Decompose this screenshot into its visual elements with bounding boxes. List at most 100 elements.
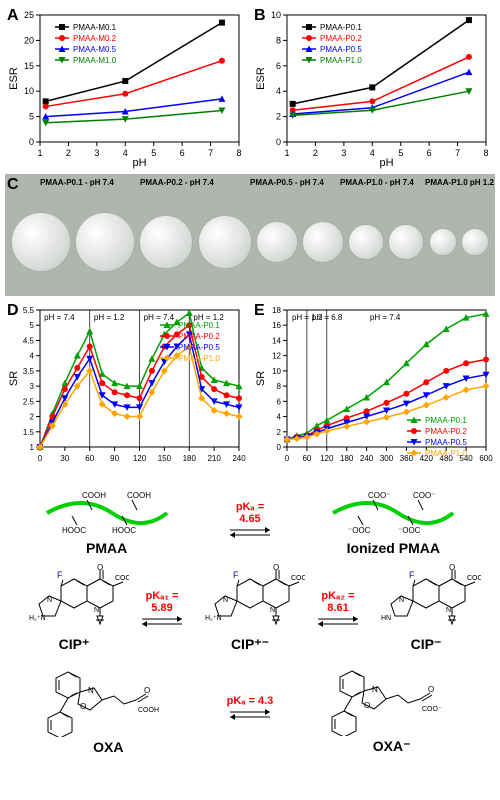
svg-text:PMAA-P0.1: PMAA-P0.1 [320, 23, 362, 32]
svg-text:PMAA-P0.1: PMAA-P0.1 [425, 416, 467, 425]
svg-text:COO⁻: COO⁻ [413, 491, 435, 500]
svg-text:O: O [80, 702, 86, 711]
svg-text:H₂⁺N: H₂⁺N [29, 615, 46, 622]
svg-text:COOH: COOH [138, 707, 159, 714]
svg-text:10: 10 [271, 10, 281, 20]
svg-text:PMAA-P0.5: PMAA-P0.5 [425, 438, 467, 447]
svg-text:COOH: COOH [82, 491, 106, 500]
svg-text:HOOC: HOOC [112, 526, 136, 535]
svg-text:F: F [409, 570, 415, 580]
svg-text:150: 150 [158, 454, 172, 463]
svg-text:2: 2 [276, 112, 281, 122]
svg-text:2: 2 [66, 148, 71, 158]
svg-text:120: 120 [133, 454, 147, 463]
panel-e-letter: E [254, 302, 265, 320]
oxa-1: N O O COOH OXA [38, 662, 178, 755]
svg-text:PMAA-P0.2: PMAA-P0.2 [320, 34, 362, 43]
hydrogel-disc [75, 212, 135, 272]
svg-text:N: N [47, 597, 52, 604]
hydrogel-disc [198, 215, 252, 269]
svg-text:COO⁻: COO⁻ [422, 706, 442, 713]
svg-text:PMAA-P0.1: PMAA-P0.1 [178, 321, 220, 330]
svg-text:SR: SR [255, 371, 267, 386]
svg-text:ESR: ESR [255, 67, 267, 90]
svg-text:PMAA-P1.0: PMAA-P1.0 [320, 56, 362, 65]
svg-text:60: 60 [85, 454, 94, 463]
svg-text:4: 4 [30, 352, 35, 361]
svg-text:pH: pH [379, 157, 393, 169]
svg-text:2: 2 [313, 148, 318, 158]
svg-text:5: 5 [398, 148, 403, 158]
svg-text:HN: HN [381, 615, 391, 622]
svg-text:COOH: COOH [115, 575, 129, 582]
svg-text:600: 600 [479, 454, 493, 463]
oxa-2: N O O COO⁻ OXA⁻ [322, 661, 462, 755]
hydrogel-disc [388, 224, 424, 260]
svg-text:14: 14 [272, 336, 281, 345]
svg-text:PMAA-M0.5: PMAA-M0.5 [73, 45, 117, 54]
svg-text:HOOC: HOOC [62, 526, 86, 535]
panel-c: C PMAA-P0.1 - pH 7.4PMAA-P0.2 - pH 7.4PM… [5, 174, 495, 296]
svg-text:6: 6 [180, 148, 185, 158]
svg-text:H₂⁺N: H₂⁺N [205, 615, 222, 622]
svg-text:5.5: 5.5 [23, 306, 35, 315]
cip-pka1: pKₐ₁ = 5.89 [137, 590, 187, 614]
chem-cip: O COOH F N H₂⁺N N CIP⁺ pKₐ₁ = 5.89 O COO… [15, 564, 485, 653]
cip-arrow1: pKₐ₁ = 5.89 [137, 590, 187, 628]
svg-text:PMAA-P1.0: PMAA-P1.0 [425, 449, 467, 458]
hydrogel-disc [348, 224, 384, 260]
cip-pka2: pKₐ₂ = 8.61 [313, 590, 363, 614]
svg-text:⁻OOC: ⁻OOC [398, 526, 421, 535]
svg-text:7: 7 [455, 148, 460, 158]
svg-text:O: O [273, 564, 279, 572]
svg-text:pH = 6.8: pH = 6.8 [312, 313, 343, 322]
svg-text:0: 0 [276, 137, 281, 147]
svg-text:16: 16 [272, 321, 281, 330]
svg-text:5: 5 [151, 148, 156, 158]
svg-text:N: N [270, 607, 275, 614]
svg-text:PMAA-P0.5: PMAA-P0.5 [320, 45, 362, 54]
svg-text:4: 4 [123, 148, 128, 158]
svg-text:COO⁻: COO⁻ [467, 575, 481, 582]
svg-text:300: 300 [380, 454, 394, 463]
hydrogel-disc [139, 215, 193, 269]
svg-text:N: N [446, 607, 451, 614]
svg-text:N: N [399, 597, 404, 604]
chem-pmaa: COOH COOH HOOC HOOC PMAA pKₐ = 4.65 COO⁻… [15, 483, 485, 556]
svg-text:90: 90 [110, 454, 119, 463]
svg-text:O: O [428, 685, 434, 694]
svg-text:1: 1 [37, 148, 42, 158]
svg-text:4.5: 4.5 [23, 336, 35, 345]
svg-text:O: O [144, 686, 150, 695]
svg-text:PMAA-P0.2: PMAA-P0.2 [178, 332, 220, 341]
svg-text:0: 0 [277, 443, 282, 452]
svg-text:180: 180 [183, 454, 197, 463]
svg-text:6: 6 [276, 61, 281, 71]
cip-3-label: CIP⁻ [371, 636, 481, 653]
svg-text:7: 7 [208, 148, 213, 158]
svg-text:8: 8 [277, 382, 282, 391]
svg-text:60: 60 [302, 454, 311, 463]
svg-text:180: 180 [340, 454, 354, 463]
svg-text:F: F [57, 570, 63, 580]
svg-text:6: 6 [277, 397, 282, 406]
row-ab: A 123456780510152025pHESRPMAA-M0.1PMAA-M… [5, 5, 495, 170]
svg-text:pH = 7.4: pH = 7.4 [44, 313, 75, 322]
svg-text:pH = 7.4: pH = 7.4 [144, 313, 175, 322]
row-de: D 030609012015018021024011.522.533.544.5… [5, 300, 495, 475]
pmaa-pka: pKₐ = 4.65 [225, 501, 275, 525]
svg-text:8: 8 [236, 148, 241, 158]
svg-text:4: 4 [276, 86, 281, 96]
svg-text:2: 2 [30, 413, 35, 422]
svg-text:PMAA-M0.2: PMAA-M0.2 [73, 34, 117, 43]
pmaa-left: COOH COOH HOOC HOOC PMAA [42, 483, 172, 556]
oxa-pka: pKₐ = 4.3 [225, 695, 275, 707]
svg-text:⁻OOC: ⁻OOC [348, 526, 371, 535]
svg-text:18: 18 [272, 306, 281, 315]
hydrogel-disc [302, 221, 344, 263]
panel-b: B 123456780246810pHESRPMAA-P0.1PMAA-P0.2… [252, 5, 494, 170]
hydrogel-disc [256, 221, 298, 263]
svg-text:pH = 1.2: pH = 1.2 [94, 313, 125, 322]
svg-text:0: 0 [29, 137, 34, 147]
svg-text:8: 8 [483, 148, 488, 158]
